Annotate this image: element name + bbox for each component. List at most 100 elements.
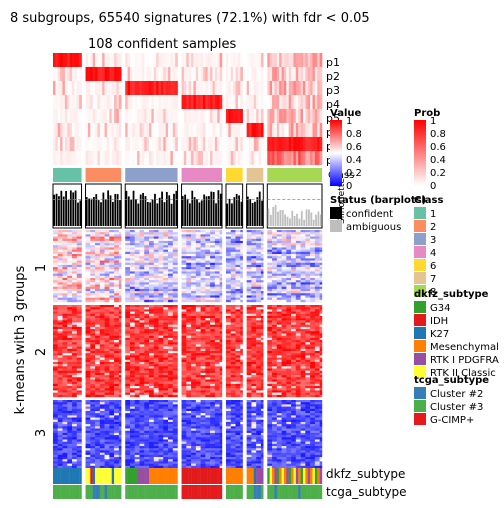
heatmap-cell: [67, 282, 72, 284]
prob-cell: [116, 137, 119, 151]
heatmap-cell: [210, 344, 215, 346]
heatmap-cell: [320, 276, 323, 278]
heatmap-cell: [247, 287, 252, 289]
heatmap-cell: [53, 258, 58, 260]
prob-cell: [137, 151, 140, 165]
prob-cell: [163, 53, 166, 67]
heatmap-cell: [272, 320, 277, 322]
heatmap-cell: [125, 349, 130, 351]
heatmap-cell: [182, 323, 187, 325]
prob-cell: [320, 137, 323, 151]
heatmap-cell: [186, 355, 191, 357]
heatmap-cell: [63, 325, 68, 327]
heatmap-cell: [196, 295, 201, 297]
prob-cell: [310, 95, 313, 109]
heatmap-cell: [315, 384, 320, 386]
heatmap-cell: [272, 276, 277, 278]
heatmap-cell: [125, 393, 130, 395]
heatmap-cell: [296, 269, 301, 271]
heatmap-cell: [301, 252, 306, 254]
prob-cell: [65, 81, 68, 95]
heatmap-cell: [159, 358, 164, 360]
prob-cell: [267, 109, 270, 123]
heatmap-cell: [320, 300, 323, 302]
heatmap-cell: [105, 393, 110, 395]
heatmap-cell: [109, 305, 114, 307]
prob-cell: [175, 151, 178, 165]
heatmap-cell: [315, 364, 320, 366]
heatmap-cell: [168, 241, 173, 243]
heatmap-cell: [186, 327, 191, 329]
heatmap-cell: [310, 234, 315, 236]
heatmap-cell: [63, 305, 68, 307]
heatmap-cell: [105, 395, 110, 397]
heatmap-cell: [105, 384, 110, 386]
heatmap-cell: [296, 360, 301, 362]
prob-cell: [251, 67, 254, 81]
prob-cell: [296, 137, 299, 151]
heatmap-cell: [119, 327, 122, 329]
prob-cell: [236, 109, 239, 123]
heatmap-cell: [135, 295, 140, 297]
heatmap-cell: [130, 265, 135, 267]
heatmap-cell: [149, 364, 154, 366]
heatmap-cell: [105, 344, 110, 346]
heatmap-cell: [286, 384, 291, 386]
heatmap-cell: [247, 237, 252, 239]
heatmap-cell: [196, 342, 201, 344]
heatmap-cell: [220, 285, 223, 287]
heatmap-cell: [135, 323, 140, 325]
silhouette-bar: [213, 192, 215, 226]
heatmap-cell: [301, 314, 306, 316]
heatmap-cell: [215, 280, 220, 282]
heatmap-cell: [95, 267, 100, 269]
heatmap-cell: [305, 232, 310, 234]
heatmap-cell: [286, 276, 291, 278]
heatmap-cell: [215, 267, 220, 269]
heatmap-cell: [100, 239, 105, 241]
heatmap-cell: [210, 369, 215, 371]
heatmap-cell: [267, 349, 272, 351]
heatmap-cell: [163, 333, 168, 335]
heatmap-cell: [282, 347, 287, 349]
heatmap-cell: [114, 239, 119, 241]
prob-cell: [53, 151, 56, 165]
heatmap-cell: [267, 360, 272, 362]
heatmap-cell: [282, 340, 287, 342]
heatmap-cell: [261, 371, 264, 373]
heatmap-cell: [261, 230, 264, 232]
heatmap-cell: [72, 316, 77, 318]
prob-cell: [77, 81, 80, 95]
heatmap-cell: [168, 239, 173, 241]
heatmap-cell: [58, 323, 63, 325]
prob-cell: [170, 53, 173, 67]
heatmap-cell: [301, 382, 306, 384]
heatmap-cell: [272, 316, 277, 318]
heatmap-cell: [163, 298, 168, 300]
heatmap-cell: [86, 234, 91, 236]
heatmap-cell: [140, 336, 145, 338]
heatmap-cell: [240, 318, 243, 320]
prob-cell: [320, 53, 323, 67]
prob-cell: [105, 151, 108, 165]
heatmap-cell: [261, 347, 264, 349]
heatmap-cell: [320, 371, 323, 373]
heatmap-cell: [272, 360, 277, 362]
heatmap-cell: [196, 237, 201, 239]
prob-cell: [231, 109, 234, 123]
heatmap-cell: [201, 360, 206, 362]
heatmap-cell: [231, 312, 236, 314]
prob-cell: [310, 67, 313, 81]
heatmap-cell: [140, 254, 145, 256]
heatmap-cell: [261, 232, 264, 234]
heatmap-cell: [140, 252, 145, 254]
heatmap-cell: [296, 274, 301, 276]
prob-cell: [116, 81, 119, 95]
heatmap-cell: [236, 333, 241, 335]
heatmap-cell: [272, 271, 277, 273]
prob-cell: [249, 123, 252, 137]
heatmap-cell: [201, 298, 206, 300]
heatmap-cell: [163, 340, 168, 342]
heatmap-cell: [231, 289, 236, 291]
heatmap-cell: [286, 344, 291, 346]
